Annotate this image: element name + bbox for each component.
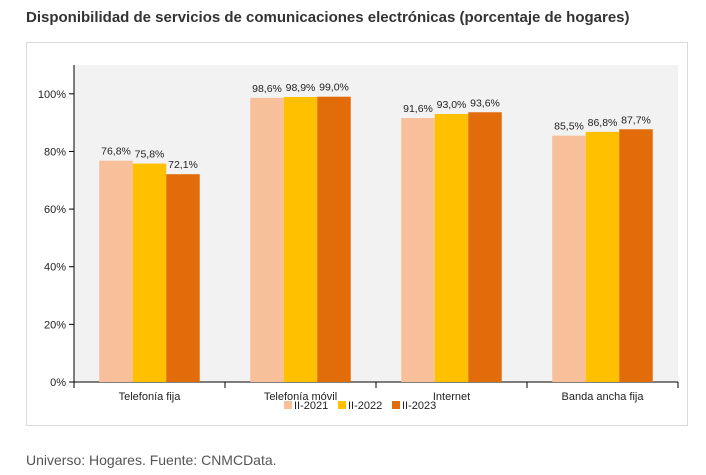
legend-swatch: [284, 401, 292, 409]
bar-chart: 0% 20% 40% 60% 80% 100% 76,8% 75,8%72,1% Telefon…: [38, 65, 679, 412]
bar-value-label: 98,6%: [252, 83, 282, 95]
bar: [166, 174, 200, 382]
bar-value-label: 75,8%: [135, 149, 165, 161]
bar: [552, 135, 586, 382]
y-tick-label: 20%: [44, 319, 66, 331]
x-category-label: Banda ancha fija: [562, 391, 645, 403]
y-tick-label: 100%: [38, 89, 66, 101]
y-tick-label: 60%: [44, 204, 66, 216]
page-title: Disponibilidad de servicios de comunicac…: [26, 9, 630, 26]
legend-swatch: [338, 401, 346, 409]
bar: [132, 163, 167, 382]
y-tick-label: 40%: [44, 262, 66, 274]
chart-frame: 0% 20% 40% 60% 80% 100% 76,8% 75,8% 72,1% Telefon…: [26, 42, 688, 426]
bar: [434, 113, 469, 382]
bar-value-label: 85,5%: [554, 121, 584, 133]
bar-value-label: 93,6%: [470, 97, 500, 109]
bar: [283, 96, 318, 382]
y-tick-label: 80%: [44, 146, 66, 158]
bar-value-label: 72,1%: [168, 159, 198, 171]
x-category-label: Internet: [433, 391, 470, 403]
legend-label: II-2021: [294, 400, 328, 412]
bar-value-label: 91,6%: [403, 103, 433, 115]
bar-value-label: 93,0%: [437, 99, 467, 111]
bar: [468, 112, 502, 383]
bar: [585, 131, 620, 382]
x-category-label: Telefonía móvil: [264, 391, 337, 403]
bar: [99, 160, 133, 382]
y-tick-label: 0%: [50, 377, 66, 389]
bar-value-label: 99,0%: [319, 82, 349, 94]
source-footnote: Universo: Hogares. Fuente: CNMCData.: [26, 452, 277, 468]
bar-value-label: 86,8%: [588, 117, 618, 129]
x-category-label: Telefonía fija: [119, 391, 182, 403]
bar-value-label: 87,7%: [621, 114, 651, 126]
bar-value-label: 76,8%: [101, 146, 131, 158]
legend-label: II-2023: [402, 400, 436, 412]
bar: [401, 118, 435, 382]
bar: [250, 97, 284, 382]
legend-swatch: [392, 401, 400, 409]
legend-label: II-2022: [348, 400, 382, 412]
bar: [317, 96, 351, 382]
bar: [619, 129, 653, 382]
bar-value-label: 98,9%: [286, 82, 316, 94]
